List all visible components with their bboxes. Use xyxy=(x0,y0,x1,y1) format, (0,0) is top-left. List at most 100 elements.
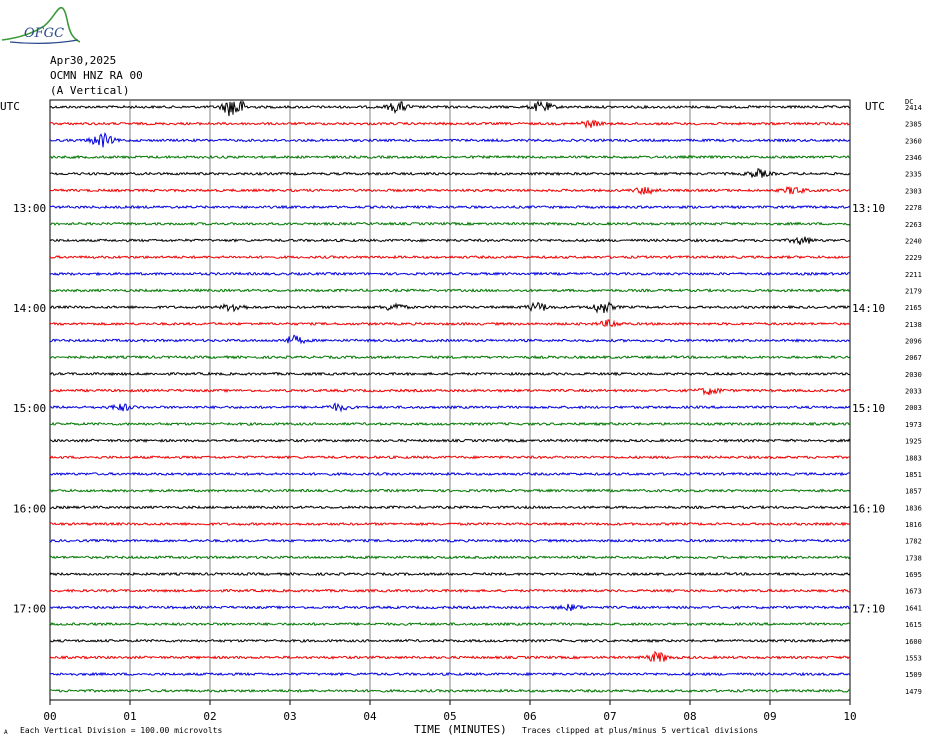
trace-32 xyxy=(49,638,851,644)
x-tick-label-05: 05 xyxy=(443,710,456,723)
left-time-label-1600: 16:00 xyxy=(13,502,46,515)
dc-offset-19: 1973 xyxy=(905,421,922,429)
dc-offset-3: 2346 xyxy=(905,154,922,162)
dc-offset-34: 1509 xyxy=(905,671,922,679)
trace-12 xyxy=(49,301,851,314)
trace-25 xyxy=(49,521,851,527)
right-axis-label: UTC xyxy=(865,100,885,113)
x-tick-label-10: 10 xyxy=(843,710,856,723)
trace-5 xyxy=(49,185,851,196)
trace-24 xyxy=(49,504,851,510)
dc-offset-24: 1836 xyxy=(905,504,922,512)
label-group: 00 01 02 03 04 05 06 07 08 09 10 2414 2385 2360 2346 23… xyxy=(13,104,922,723)
left-axis-label: UTC xyxy=(0,100,20,113)
dc-offset-4: 2335 xyxy=(905,171,922,179)
left-time-label-1300: 13:00 xyxy=(13,202,46,215)
x-tick-label-04: 04 xyxy=(363,710,377,723)
ofgc-logo-icon xyxy=(1,6,80,44)
dc-offset-16: 2030 xyxy=(905,371,922,379)
trace-19 xyxy=(49,421,851,427)
x-tick-label-00: 00 xyxy=(43,710,56,723)
trace-22 xyxy=(49,471,850,477)
right-time-label-1410: 14:10 xyxy=(852,302,885,315)
dc-offset-25: 1816 xyxy=(905,521,922,529)
trace-26 xyxy=(49,538,850,543)
trace-20 xyxy=(49,438,851,443)
left-time-label-1500: 15:00 xyxy=(13,402,46,415)
x-tick-label-03: 03 xyxy=(283,710,296,723)
dc-offset-8: 2240 xyxy=(905,237,922,245)
trace-4 xyxy=(49,168,851,178)
dc-offset-14: 2096 xyxy=(905,338,922,346)
dc-offset-10: 2211 xyxy=(905,271,922,279)
trace-6 xyxy=(49,204,851,210)
dc-offset-0: 2414 xyxy=(905,104,922,112)
dc-offset-28: 1695 xyxy=(905,571,922,579)
header-date: Apr30,2025 xyxy=(50,54,117,67)
trace-21 xyxy=(49,454,851,460)
trace-8 xyxy=(49,236,851,245)
footer-scale-text: Each Vertical Division = 100.00 microvol… xyxy=(20,726,222,735)
dc-offset-13: 2138 xyxy=(905,321,922,329)
x-tick-label-09: 09 xyxy=(763,710,776,723)
right-time-label-1310: 13:10 xyxy=(852,202,885,215)
right-time-label-1710: 17:10 xyxy=(852,602,885,615)
x-tick-label-08: 08 xyxy=(683,710,696,723)
trace-9 xyxy=(49,254,851,260)
trace-0 xyxy=(49,99,851,117)
dc-offset-6: 2278 xyxy=(905,204,922,212)
trace-33 xyxy=(49,650,851,663)
x-axis-title: TIME (MINUTES) xyxy=(414,723,507,736)
trace-7 xyxy=(49,221,851,227)
trace-28 xyxy=(49,571,851,577)
right-time-label-1510: 15:10 xyxy=(852,402,885,415)
dc-offset-11: 2179 xyxy=(905,287,922,295)
dc-offset-9: 2229 xyxy=(905,254,922,262)
trace-10 xyxy=(49,271,851,277)
trace-16 xyxy=(49,371,851,377)
dc-offset-2: 2360 xyxy=(905,137,922,145)
x-tick-label-06: 06 xyxy=(523,710,536,723)
dc-offset-23: 1857 xyxy=(905,488,922,496)
dc-offset-33: 1553 xyxy=(905,654,922,662)
chart-grid xyxy=(49,99,851,705)
left-time-label-1700: 17:00 xyxy=(13,602,46,615)
dc-offset-31: 1615 xyxy=(905,621,922,629)
x-tick-label-02: 02 xyxy=(203,710,216,723)
trace-1 xyxy=(49,119,851,129)
footer-clip-text: Traces clipped at plus/minus 5 vertical … xyxy=(522,726,758,735)
trace-11 xyxy=(49,288,851,293)
trace-31 xyxy=(49,621,851,627)
header-station: OCMN HNZ RA 00 xyxy=(50,69,143,82)
dc-offset-22: 1851 xyxy=(905,471,922,479)
header-component: (A Vertical) xyxy=(50,84,130,97)
trace-17 xyxy=(49,387,851,396)
trace-18 xyxy=(50,402,851,413)
dc-offset-21: 1883 xyxy=(905,454,922,462)
dc-offset-1: 2385 xyxy=(905,121,922,129)
right-time-label-1610: 16:10 xyxy=(852,502,885,515)
trace-27 xyxy=(49,555,851,560)
trace-35 xyxy=(49,688,851,693)
dc-offset-18: 2003 xyxy=(905,404,922,412)
left-time-label-1400: 14:00 xyxy=(13,302,46,315)
trace-14 xyxy=(49,334,851,345)
trace-13 xyxy=(49,319,851,328)
dc-offset-12: 2165 xyxy=(905,304,922,312)
trace-23 xyxy=(49,488,851,493)
x-tick-label-01: 01 xyxy=(123,710,136,723)
trace-3 xyxy=(49,154,851,160)
dc-offset-17: 2033 xyxy=(905,388,922,396)
dc-label: DC xyxy=(905,98,913,106)
dc-offset-35: 1479 xyxy=(905,688,922,696)
dc-offset-30: 1641 xyxy=(905,604,922,612)
trace-group xyxy=(49,99,851,693)
dc-offset-32: 1600 xyxy=(905,638,922,646)
dc-offset-15: 2067 xyxy=(905,354,922,362)
trace-30 xyxy=(49,603,851,612)
dc-offset-7: 2263 xyxy=(905,221,922,229)
dc-offset-26: 1782 xyxy=(905,538,922,546)
trace-29 xyxy=(49,588,851,594)
